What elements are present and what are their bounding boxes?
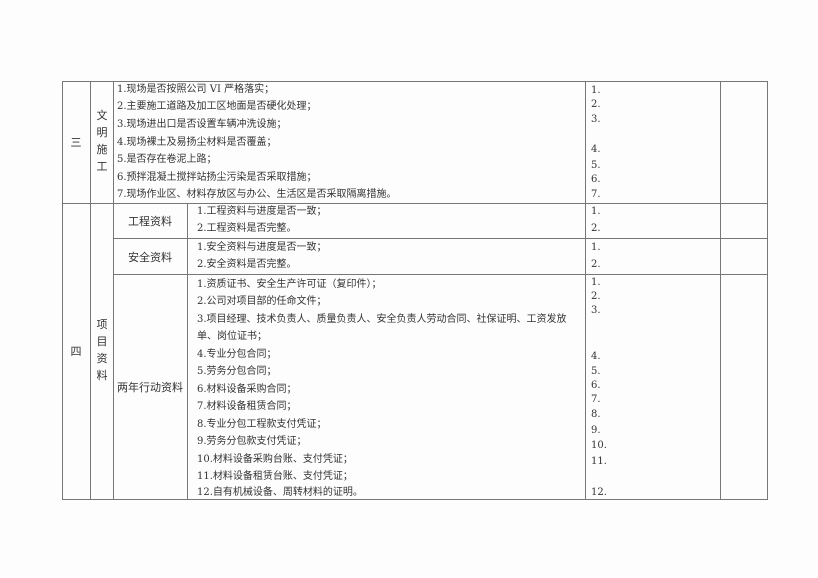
- result-number: 2.: [591, 99, 601, 110]
- result-number: 1.: [591, 206, 601, 217]
- result-number: 10.: [591, 440, 607, 451]
- section-number: 三: [70, 136, 82, 149]
- result-number: 7.: [591, 189, 601, 200]
- col-divider: [90, 81, 91, 500]
- result-number: 7.: [591, 394, 601, 405]
- section-category: 项目资料: [96, 318, 108, 382]
- check-item: 3.项目经理、技术负责人、质量负责人、安全负责人劳动合同、社保证明、工资发放: [197, 314, 567, 325]
- result-number: 6.: [591, 380, 601, 391]
- check-item: 7.材料设备租赁合同；: [197, 401, 297, 412]
- check-item: 1.现场是否按照公司 VI 严格落实；: [117, 84, 275, 95]
- section-category: 文明施工: [96, 109, 108, 173]
- check-item: 6.材料设备采购合同；: [197, 384, 297, 395]
- row-divider: [113, 274, 768, 275]
- check-item: 2.主要施工道路及加工区地面是否硬化处理；: [117, 101, 317, 112]
- group-label: 安全资料: [128, 251, 172, 264]
- check-item: 8.专业分包工程款支付凭证；: [197, 419, 327, 430]
- result-number: 4.: [591, 351, 601, 362]
- check-item: 9.劳务分包款支付凭证；: [197, 436, 307, 447]
- group-label: 两年行动资料: [117, 381, 183, 394]
- check-item: 5.是否存在卷泥上路；: [117, 154, 217, 165]
- check-item: 7.现场作业区、材料存放区与办公、生活区是否采取隔离措施。: [117, 189, 397, 200]
- result-number: 5.: [591, 366, 601, 377]
- col-divider: [187, 203, 188, 500]
- table-border-right: [767, 81, 768, 500]
- check-item: 6.预拌混凝土搅拌站扬尘污染是否采取措施；: [117, 172, 317, 183]
- result-number: 2.: [591, 291, 601, 302]
- result-number: 8.: [591, 409, 601, 420]
- group-label: 工程资料: [128, 215, 172, 228]
- check-item: 1.安全资料与进度是否一致；: [197, 242, 327, 253]
- check-item: 12.自有机械设备、周转材料的证明。: [197, 487, 363, 498]
- result-number: 3.: [591, 114, 601, 125]
- check-item: 3.现场进出口是否设置车辆冲洗设施；: [117, 119, 287, 130]
- result-number: 1.: [591, 85, 601, 96]
- result-number: 2.: [591, 223, 601, 234]
- table-border-top: [62, 81, 768, 82]
- section-number: 四: [70, 345, 82, 358]
- col-divider: [720, 81, 721, 500]
- result-number: 4.: [591, 144, 601, 155]
- check-item: 2.工程资料是否完整。: [197, 223, 297, 234]
- check-item: 1.工程资料与进度是否一致；: [197, 206, 327, 217]
- result-number: 1.: [591, 242, 601, 253]
- row-divider: [113, 238, 768, 239]
- check-item: 10.材料设备采购台账、支付凭证；: [197, 454, 353, 465]
- result-number: 1.: [591, 277, 601, 288]
- result-number: 11.: [591, 456, 607, 467]
- table-border-left: [62, 81, 63, 500]
- check-item: 4.专业分包合同；: [197, 349, 277, 360]
- table-border-bottom: [62, 499, 768, 500]
- row-divider: [62, 203, 768, 204]
- check-item: 4.现场裸土及易扬尘材料是否覆盖；: [117, 137, 277, 148]
- result-number: 6.: [591, 174, 601, 185]
- check-item: 11.材料设备租赁台账、支付凭证；: [197, 471, 353, 482]
- result-number: 9.: [591, 425, 601, 436]
- check-item: 1.资质证书、安全生产许可证（复印件）；: [197, 279, 382, 290]
- result-number: 5.: [591, 160, 601, 171]
- check-item: 5.劳务分包合同；: [197, 366, 277, 377]
- check-item: 单、岗位证书；: [197, 331, 267, 342]
- col-divider: [113, 81, 114, 500]
- result-number: 2.: [591, 259, 601, 270]
- check-item: 2.公司对项目部的任命文件；: [197, 296, 327, 307]
- result-number: 3.: [591, 305, 601, 316]
- col-divider: [585, 81, 586, 500]
- check-item: 2.安全资料是否完整。: [197, 259, 297, 270]
- result-number: 12.: [591, 487, 607, 498]
